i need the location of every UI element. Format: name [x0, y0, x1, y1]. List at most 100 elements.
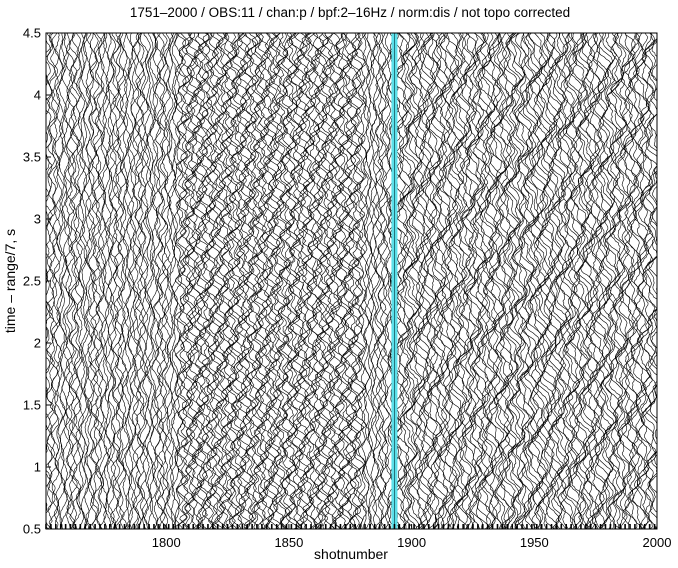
- trace-wiggle: [225, 33, 239, 529]
- trace-wiggle: [201, 33, 214, 529]
- shot-marker: [290, 524, 293, 529]
- trace-wiggle: [621, 33, 638, 529]
- shot-marker: [162, 524, 165, 529]
- trace-wiggle: [336, 33, 350, 529]
- chart-title: 1751–2000 / OBS:11 / chan:p / bpf:2–16Hz…: [130, 5, 570, 20]
- shot-marker: [241, 524, 244, 529]
- y-tick-label: 1.5: [23, 398, 41, 413]
- shot-marker: [50, 524, 52, 529]
- x-tick-label: 1850: [274, 535, 303, 550]
- trace-wiggle: [493, 33, 511, 529]
- shot-marker: [486, 524, 489, 529]
- trace-wiggle: [179, 33, 193, 529]
- trace-wiggle: [370, 33, 380, 529]
- shot-marker: [467, 524, 469, 529]
- trace-wiggle: [530, 33, 547, 529]
- trace-wiggle: [567, 33, 585, 529]
- trace-wiggle: [53, 33, 63, 529]
- trace-wiggle: [173, 33, 183, 529]
- trace-wiggle: [216, 33, 230, 529]
- trace-wiggle: [514, 33, 531, 529]
- trace-wiggle: [379, 33, 390, 529]
- trace-wiggle: [279, 33, 294, 529]
- trace-wiggle: [528, 33, 545, 529]
- trace-wiggle: [582, 33, 600, 529]
- trace-wiggle: [552, 33, 571, 529]
- shot-marker: [550, 524, 553, 529]
- trace-wiggle: [483, 33, 502, 529]
- trace-wiggle: [412, 33, 431, 529]
- shot-marker: [226, 524, 229, 529]
- shot-marker: [619, 524, 621, 529]
- shot-marker: [506, 524, 509, 529]
- trace-wiggle: [633, 33, 651, 529]
- shot-marker: [84, 524, 87, 529]
- trace-wiggle: [82, 33, 93, 529]
- trace-wiggle: [565, 33, 583, 529]
- y-tick-label: 3: [34, 212, 41, 227]
- shot-marker: [403, 524, 406, 529]
- trace-wiggle: [112, 33, 122, 529]
- trace-wiggle: [55, 33, 66, 529]
- trace-wiggle: [609, 33, 627, 529]
- shot-marker: [393, 524, 396, 529]
- trace-wiggle: [365, 33, 375, 529]
- shot-marker: [74, 524, 77, 529]
- shot-marker: [354, 524, 356, 529]
- shot-marker: [491, 524, 494, 529]
- trace-wiggle: [117, 33, 128, 529]
- shot-marker: [594, 524, 597, 529]
- shot-marker: [531, 524, 533, 529]
- trace-wiggle: [405, 33, 424, 529]
- shot-marker: [639, 524, 641, 529]
- shot-marker: [275, 524, 278, 529]
- shot-marker: [359, 524, 361, 529]
- trace-wiggle: [420, 33, 439, 529]
- trace-wiggle: [437, 33, 455, 529]
- shot-marker: [256, 524, 258, 529]
- trace-wiggle: [533, 33, 550, 529]
- trace-wiggle: [555, 33, 572, 529]
- trace-wiggle: [422, 33, 441, 529]
- shot-marker: [143, 524, 145, 529]
- trace-wiggle: [403, 33, 421, 529]
- shot-marker: [182, 524, 185, 529]
- trace-wiggle: [466, 33, 484, 529]
- trace-wiggle: [294, 33, 308, 529]
- trace-wiggle: [614, 33, 632, 529]
- trace-wiggle: [572, 33, 590, 529]
- trace-wiggle: [341, 33, 355, 529]
- shot-marker: [501, 524, 504, 529]
- trace-wiggle: [208, 33, 223, 529]
- shot-marker: [442, 524, 445, 529]
- shot-marker: [609, 524, 612, 529]
- shot-marker: [418, 524, 420, 529]
- trace-wiggle: [503, 33, 521, 529]
- trace-wiggle: [587, 33, 605, 529]
- trace-wiggle: [272, 33, 286, 529]
- trace-wiggle: [223, 33, 237, 529]
- trace-wiggle: [287, 33, 301, 529]
- shot-marker: [398, 524, 401, 529]
- trace-wiggle: [196, 33, 210, 529]
- trace-wiggle: [181, 33, 195, 529]
- trace-wiggle: [496, 33, 514, 529]
- shot-marker: [148, 524, 150, 529]
- shot-marker: [369, 524, 371, 529]
- trace-wiggle: [524, 33, 541, 529]
- trace-wiggle: [596, 33, 615, 529]
- y-tick-label: 0.5: [23, 522, 41, 537]
- shot-marker: [575, 524, 577, 529]
- shot-marker: [413, 524, 415, 529]
- shot-marker: [452, 524, 455, 529]
- trace-wiggle: [372, 33, 383, 529]
- shot-marker: [295, 524, 298, 529]
- trace-group: [46, 33, 657, 529]
- shot-marker: [427, 524, 430, 529]
- trace-wiggle: [97, 33, 108, 529]
- trace-wiggle: [316, 33, 330, 529]
- trace-wiggle: [601, 33, 620, 529]
- shot-marker: [648, 524, 651, 529]
- trace-wiggle: [204, 33, 217, 529]
